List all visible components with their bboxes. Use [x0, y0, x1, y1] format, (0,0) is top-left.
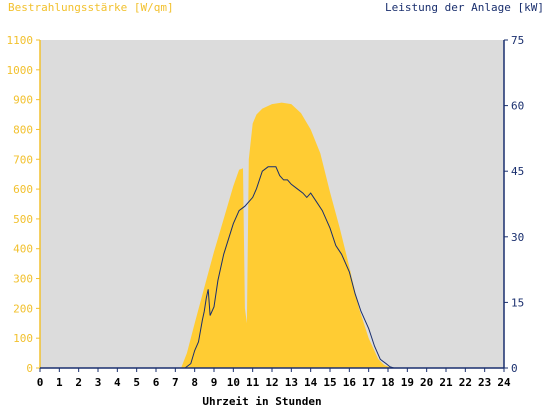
x-tick-label: 16: [343, 376, 357, 389]
title-left: Bestrahlungsstärke [W/qm]: [8, 1, 174, 14]
x-tick-label: 14: [304, 376, 318, 389]
x-tick-label: 9: [211, 376, 218, 389]
right-tick-label: 45: [511, 165, 524, 178]
x-tick-label: 8: [191, 376, 198, 389]
power-line: [40, 166, 504, 369]
x-tick-label: 7: [172, 376, 179, 389]
x-tick-label: 1: [56, 376, 63, 389]
left-tick-label: 100: [13, 332, 33, 345]
x-tick-label: 12: [265, 376, 278, 389]
x-axis-label: Uhrzeit in Stunden: [202, 395, 321, 408]
right-tick-label: 30: [511, 231, 524, 244]
x-tick-label: 18: [381, 376, 394, 389]
title-right: Leistung der Anlage [kW]: [385, 1, 544, 14]
x-tick-label: 2: [75, 376, 82, 389]
irradiance-area: [40, 102, 504, 368]
left-tick-label: 900: [13, 94, 33, 107]
x-tick-label: 13: [285, 376, 298, 389]
x-tick-label: 20: [420, 376, 433, 389]
x-tick-label: 6: [153, 376, 160, 389]
left-tick-label: 1100: [7, 34, 34, 47]
x-axis-ticks: 0 1 2 3 4 5 6 7 8 9 10 11 12 13 14 15 16 17 18 19 20 21 22 23 24: [37, 368, 511, 389]
left-tick-label: 200: [13, 302, 33, 315]
right-tick-label: 75: [511, 34, 524, 47]
x-tick-label: 15: [323, 376, 336, 389]
left-tick-label: 800: [13, 123, 33, 136]
left-tick-label: 0: [26, 362, 33, 375]
right-tick-label: 60: [511, 100, 524, 113]
x-tick-label: 23: [478, 376, 491, 389]
left-tick-label: 700: [13, 153, 33, 166]
x-tick-label: 22: [459, 376, 472, 389]
left-tick-label: 300: [13, 273, 33, 286]
x-tick-label: 24: [497, 376, 511, 389]
left-tick-label: 500: [13, 213, 33, 226]
x-tick-label: 3: [95, 376, 102, 389]
left-tick-label: 600: [13, 183, 33, 196]
left-axis-ticks: 0 100 200 300 400 500 600 700 800 900 1000 1100: [7, 34, 40, 375]
x-tick-label: 10: [227, 376, 240, 389]
x-tick-label: 5: [133, 376, 140, 389]
x-tick-label: 17: [362, 376, 375, 389]
x-tick-label: 19: [401, 376, 414, 389]
right-tick-label: 15: [511, 296, 524, 309]
x-tick-label: 4: [114, 376, 121, 389]
left-tick-label: 1000: [7, 64, 34, 77]
x-tick-label: 0: [37, 376, 44, 389]
x-tick-label: 11: [246, 376, 260, 389]
left-tick-label: 400: [13, 243, 33, 256]
right-tick-label: 0: [511, 362, 518, 375]
right-axis-ticks: 0 15 30 45 60 75: [504, 34, 524, 375]
x-tick-label: 21: [439, 376, 453, 389]
